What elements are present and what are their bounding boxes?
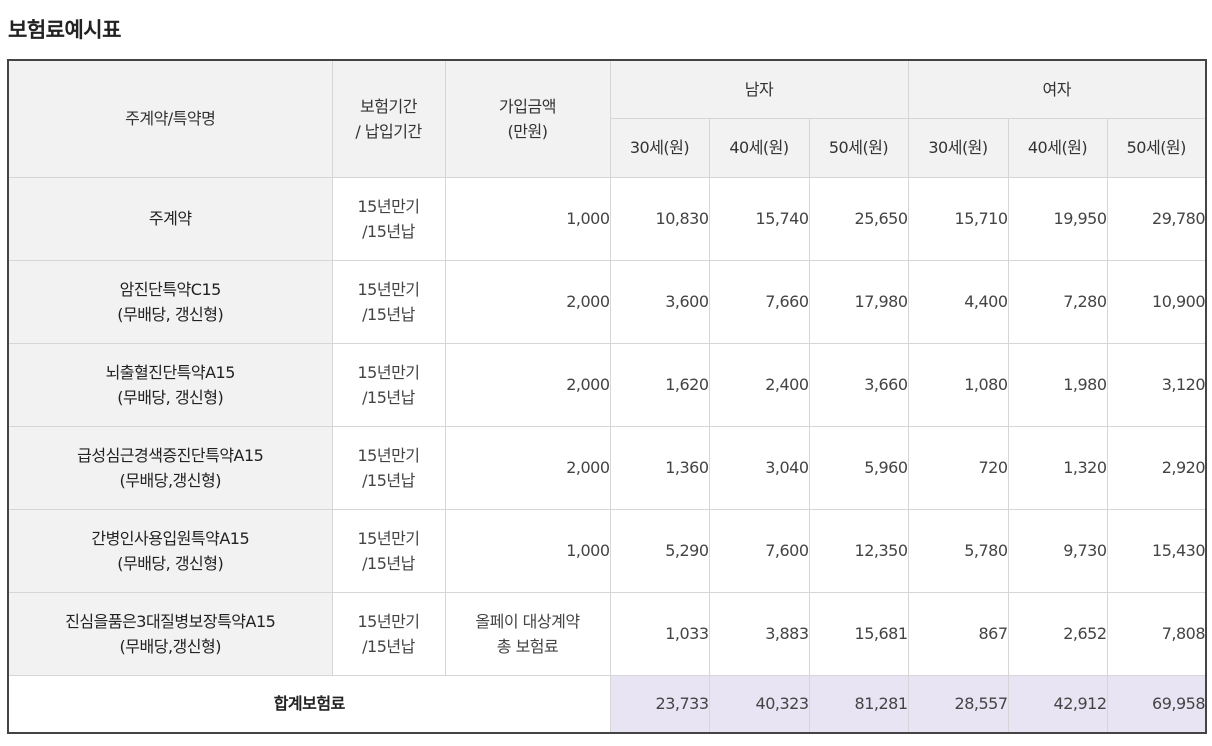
male-40-value: 7,600 bbox=[708, 508, 810, 593]
female-30-value: 5,780 bbox=[907, 508, 1009, 593]
male-40-value: 3,040 bbox=[708, 425, 810, 510]
header-amount: 가입금액 (만원) bbox=[444, 59, 611, 178]
row-amount: 1,000 bbox=[444, 508, 611, 593]
row-name: 암진단특약C15 (무배당, 갱신형) bbox=[7, 259, 333, 344]
male-30-value: 1,033 bbox=[609, 591, 710, 676]
header-row-1: 주계약/특약명 보험기간 / 납입기간 가입금액 (만원) 남자 여자 bbox=[7, 59, 1208, 178]
female-30-value: 720 bbox=[907, 425, 1009, 510]
header-female-30: 30세(원) bbox=[907, 117, 1009, 178]
row-period: 15년만기 /15년납 bbox=[331, 425, 446, 510]
header-male-50: 50세(원) bbox=[808, 117, 909, 178]
table-row: 간병인사용입원특약A15 (무배당, 갱신형) 15년만기 /15년납 1,00… bbox=[7, 508, 1208, 593]
male-50-value: 25,650 bbox=[808, 176, 909, 261]
total-female-40: 42,912 bbox=[1007, 674, 1108, 734]
male-30-value: 1,360 bbox=[609, 425, 710, 510]
row-name: 주계약 bbox=[7, 176, 333, 261]
total-female-50: 69,958 bbox=[1106, 674, 1208, 734]
header-male: 남자 bbox=[609, 59, 909, 119]
female-50-value: 2,920 bbox=[1106, 425, 1208, 510]
header-female-40: 40세(원) bbox=[1007, 117, 1108, 178]
header-female: 여자 bbox=[907, 59, 1208, 119]
row-period: 15년만기 /15년납 bbox=[331, 259, 446, 344]
header-male-30: 30세(원) bbox=[609, 117, 710, 178]
female-50-value: 15,430 bbox=[1106, 508, 1208, 593]
male-30-value: 3,600 bbox=[609, 259, 710, 344]
female-40-value: 2,652 bbox=[1007, 591, 1108, 676]
row-name: 진심을품은3대질병보장특약A15 (무배당,갱신형) bbox=[7, 591, 333, 676]
premium-table: 주계약/특약명 보험기간 / 납입기간 가입금액 (만원) 남자 여자 30세(… bbox=[7, 59, 1208, 734]
female-30-value: 15,710 bbox=[907, 176, 1009, 261]
row-period: 15년만기 /15년납 bbox=[331, 508, 446, 593]
row-name: 뇌출혈진단특약A15 (무배당, 갱신형) bbox=[7, 342, 333, 427]
table-row: 급성심근경색증진단특약A15 (무배당,갱신형) 15년만기 /15년납 2,0… bbox=[7, 425, 1208, 510]
male-50-value: 5,960 bbox=[808, 425, 909, 510]
table-row: 주계약 15년만기 /15년납 1,000 10,830 15,740 25,6… bbox=[7, 176, 1208, 261]
row-amount: 2,000 bbox=[444, 342, 611, 427]
male-50-value: 12,350 bbox=[808, 508, 909, 593]
male-40-value: 2,400 bbox=[708, 342, 810, 427]
table-row: 진심을품은3대질병보장특약A15 (무배당,갱신형) 15년만기 /15년납 올… bbox=[7, 591, 1208, 676]
header-name: 주계약/특약명 bbox=[7, 59, 333, 178]
total-female-30: 28,557 bbox=[907, 674, 1009, 734]
male-30-value: 10,830 bbox=[609, 176, 710, 261]
female-40-value: 1,320 bbox=[1007, 425, 1108, 510]
female-40-value: 1,980 bbox=[1007, 342, 1108, 427]
total-row: 합계보험료 23,733 40,323 81,281 28,557 42,912… bbox=[7, 674, 1208, 734]
male-50-value: 17,980 bbox=[808, 259, 909, 344]
row-period: 15년만기 /15년납 bbox=[331, 176, 446, 261]
male-40-value: 3,883 bbox=[708, 591, 810, 676]
male-40-value: 7,660 bbox=[708, 259, 810, 344]
table-row: 암진단특약C15 (무배당, 갱신형) 15년만기 /15년납 2,000 3,… bbox=[7, 259, 1208, 344]
female-30-value: 867 bbox=[907, 591, 1009, 676]
female-40-value: 9,730 bbox=[1007, 508, 1108, 593]
female-40-value: 7,280 bbox=[1007, 259, 1108, 344]
row-amount: 2,000 bbox=[444, 259, 611, 344]
table-row: 뇌출혈진단특약A15 (무배당, 갱신형) 15년만기 /15년납 2,000 … bbox=[7, 342, 1208, 427]
female-30-value: 1,080 bbox=[907, 342, 1009, 427]
female-50-value: 7,808 bbox=[1106, 591, 1208, 676]
total-label: 합계보험료 bbox=[7, 674, 611, 734]
page-title: 보험료예시표 bbox=[8, 18, 121, 42]
female-50-value: 29,780 bbox=[1106, 176, 1208, 261]
male-30-value: 1,620 bbox=[609, 342, 710, 427]
row-name: 급성심근경색증진단특약A15 (무배당,갱신형) bbox=[7, 425, 333, 510]
male-30-value: 5,290 bbox=[609, 508, 710, 593]
male-50-value: 15,681 bbox=[808, 591, 909, 676]
female-50-value: 3,120 bbox=[1106, 342, 1208, 427]
row-period: 15년만기 /15년납 bbox=[331, 591, 446, 676]
row-name: 간병인사용입원특약A15 (무배당, 갱신형) bbox=[7, 508, 333, 593]
female-50-value: 10,900 bbox=[1106, 259, 1208, 344]
total-male-30: 23,733 bbox=[609, 674, 710, 734]
row-period: 15년만기 /15년납 bbox=[331, 342, 446, 427]
header-male-40: 40세(원) bbox=[708, 117, 810, 178]
female-30-value: 4,400 bbox=[907, 259, 1009, 344]
header-row-2: 30세(원) 40세(원) 50세(원) 30세(원) 40세(원) 50세(원… bbox=[8, 117, 1208, 178]
total-male-50: 81,281 bbox=[808, 674, 909, 734]
male-40-value: 15,740 bbox=[708, 176, 810, 261]
row-amount-note: 올페이 대상계약 총 보험료 bbox=[444, 591, 611, 676]
female-40-value: 19,950 bbox=[1007, 176, 1108, 261]
total-male-40: 40,323 bbox=[708, 674, 810, 734]
row-amount: 1,000 bbox=[444, 176, 611, 261]
header-female-50: 50세(원) bbox=[1106, 117, 1208, 178]
row-amount: 2,000 bbox=[444, 425, 611, 510]
header-period: 보험기간 / 납입기간 bbox=[331, 59, 446, 178]
male-50-value: 3,660 bbox=[808, 342, 909, 427]
